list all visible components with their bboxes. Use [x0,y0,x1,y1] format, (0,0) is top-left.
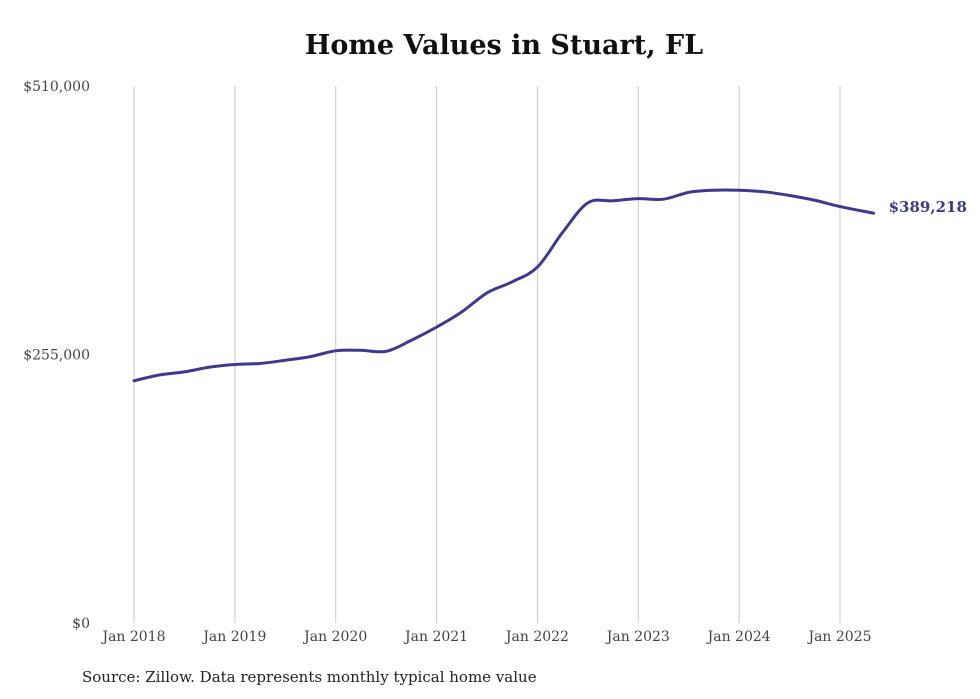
y-tick-label: $0 [72,616,90,632]
source-note: Source: Zillow. Data represents monthly … [82,668,537,686]
chart-title: Home Values in Stuart, FL [304,30,704,61]
x-tick-label: Jan 2019 [201,629,266,645]
x-tick-label: Jan 2025 [806,629,871,645]
x-tick-label: Jan 2024 [706,629,771,645]
x-tick-label: Jan 2020 [302,629,367,645]
x-tick-label: Jan 2021 [403,629,468,645]
y-tick-label: $510,000 [23,79,90,95]
x-tick-label: Jan 2018 [100,629,165,645]
home-value-line [132,188,876,383]
x-tick-label: Jan 2022 [504,629,569,645]
end-value-label: $389,218 [889,198,967,216]
x-tick-label: Jan 2023 [605,629,670,645]
y-tick-label: $255,000 [23,348,90,364]
